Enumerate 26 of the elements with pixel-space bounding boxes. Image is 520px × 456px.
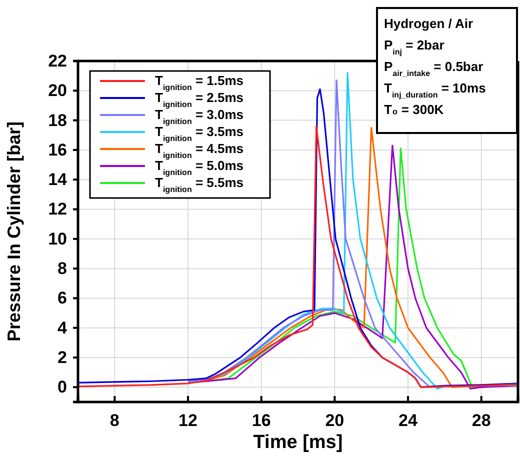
y-tick-label: 16	[48, 140, 67, 160]
y-tick-label: 0	[58, 378, 67, 397]
y-tick-label: 6	[58, 288, 67, 308]
y-tick-label: 4	[58, 318, 68, 338]
y-tick-label: 8	[58, 259, 67, 278]
y-tick-label: 20	[48, 81, 67, 100]
x-axis-title: Time [ms]	[253, 432, 343, 453]
annotation: T₀ = 300K	[384, 102, 444, 117]
y-axis-title: Pressure In Cylinder [bar]	[4, 121, 24, 342]
x-tick-label: 20	[325, 411, 344, 430]
x-tick-label: 16	[252, 411, 271, 430]
x-tick-label: 24	[398, 411, 418, 430]
x-tick-label: 12	[178, 411, 198, 430]
legend-label: T$_{ignition}$ = 1.5ms	[155, 73, 244, 92]
y-tick-label: 10	[48, 229, 67, 248]
y-tick-label: 18	[48, 110, 67, 130]
y-tick-label: 2	[58, 348, 67, 367]
annotation: T$_{inj_duration}$ = 10ms	[384, 80, 486, 99]
y-tick-label: 22	[48, 51, 67, 70]
text: P$_{inj}$ = 2bar	[384, 38, 444, 56]
y-tick-label: 14	[48, 170, 68, 190]
y-tick-label: 12	[48, 200, 67, 219]
text: Hydrogen / Air	[384, 16, 474, 31]
x-tick-label: 28	[472, 411, 491, 430]
x-tick-label: 8	[110, 411, 120, 430]
annotation: P$_{air_intake}$ = 0.5bar	[384, 59, 484, 78]
